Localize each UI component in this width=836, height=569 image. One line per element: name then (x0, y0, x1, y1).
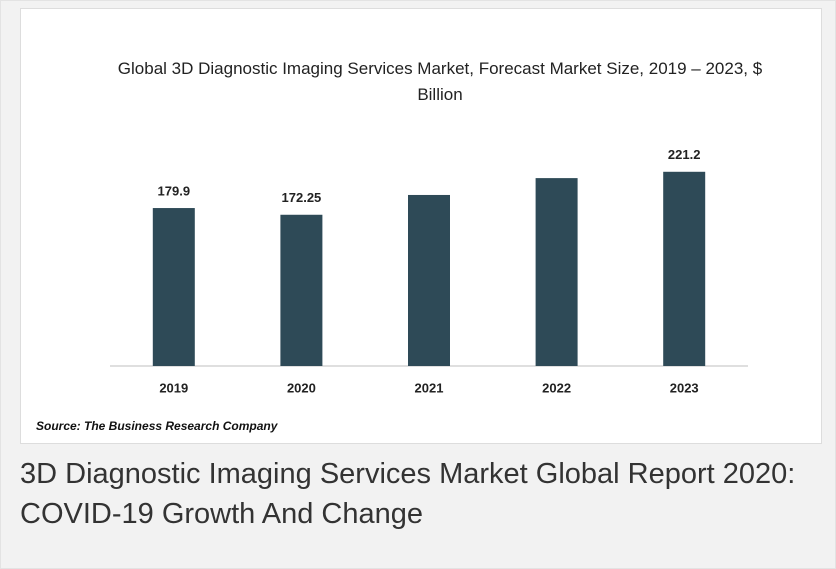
bar (663, 171, 706, 366)
chart-title: Global 3D Diagnostic Imaging Services Ma… (117, 59, 763, 104)
source: Source: The Business Research Company (36, 419, 279, 433)
data-label: 221.2 (668, 147, 701, 162)
bar (280, 214, 323, 366)
data-label: 172.25 (282, 190, 322, 205)
x-tick-label: 2020 (287, 380, 316, 395)
x-tick-label: 2019 (159, 380, 188, 395)
data-label: 179.9 (158, 183, 191, 198)
bar (408, 194, 450, 366)
chart: 2019 179.9 2020 172.25 2021 2022 2023 221.2 Sour… (36, 147, 748, 433)
caption: 3D Diagnostic Imaging Services Market Gl… (20, 458, 796, 530)
x-tick-label: 2022 (542, 380, 571, 395)
x-tick-label: 2023 (670, 380, 699, 395)
bar (535, 178, 578, 366)
bar (152, 208, 195, 366)
x-tick-label: 2021 (415, 380, 444, 395)
